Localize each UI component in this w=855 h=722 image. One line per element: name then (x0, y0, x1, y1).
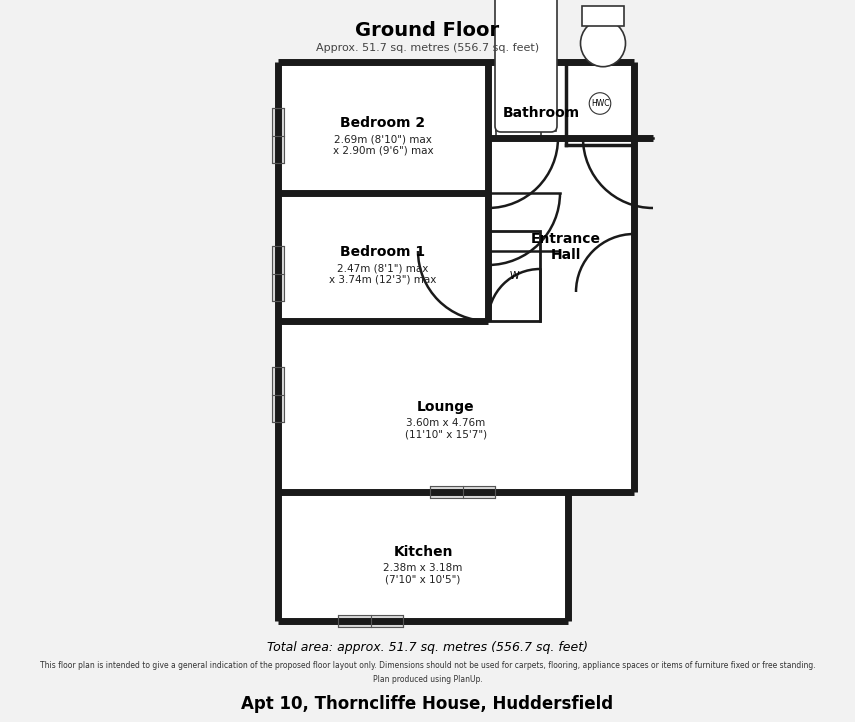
Text: Bedroom 2: Bedroom 2 (340, 116, 426, 130)
Bar (430, 486, 495, 498)
Text: W: W (510, 271, 519, 281)
Bar (582, 6, 624, 26)
Text: Entrance
Hall: Entrance Hall (531, 232, 601, 262)
Bar (630, 242, 638, 302)
Bar (278, 321, 634, 492)
Text: 2.69m (8'10") max
x 2.90m (9'6") max: 2.69m (8'10") max x 2.90m (9'6") max (333, 134, 433, 156)
Bar (278, 492, 568, 621)
Text: Total area: approx. 51.7 sq. metres (556.7 sq. feet): Total area: approx. 51.7 sq. metres (556… (267, 640, 588, 653)
Bar (496, 0, 556, 131)
Bar (338, 615, 403, 627)
Text: Ground Floor: Ground Floor (356, 20, 499, 40)
Text: HWC: HWC (591, 99, 610, 108)
Bar (440, 189, 488, 197)
Bar (496, 99, 541, 137)
Ellipse shape (581, 20, 626, 66)
Text: Kitchen: Kitchen (393, 545, 453, 559)
Text: 2.38m x 3.18m
(7'10" x 10'5"): 2.38m x 3.18m (7'10" x 10'5") (383, 563, 463, 585)
Bar (488, 138, 634, 321)
FancyBboxPatch shape (495, 0, 557, 132)
Text: Approx. 51.7 sq. metres (556.7 sq. feet): Approx. 51.7 sq. metres (556.7 sq. feet) (316, 43, 539, 53)
Text: Apt 10, Thorncliffe House, Huddersfield: Apt 10, Thorncliffe House, Huddersfield (241, 695, 614, 713)
Text: Bathroom: Bathroom (503, 106, 580, 120)
Text: This floor plan is intended to give a general indication of the proposed floor l: This floor plan is intended to give a ge… (39, 661, 816, 669)
Bar (278, 193, 488, 321)
Text: Plan produced using PlanUp.: Plan produced using PlanUp. (373, 674, 482, 684)
Text: 2.47m (8'1") max
x 3.74m (12'3") max: 2.47m (8'1") max x 3.74m (12'3") max (329, 264, 437, 284)
Bar (488, 62, 634, 138)
Bar (272, 108, 284, 163)
Bar (278, 62, 488, 193)
Text: 3.60m x 4.76m
(11'10" x 15'7"): 3.60m x 4.76m (11'10" x 15'7") (405, 418, 487, 440)
Text: Bedroom 1: Bedroom 1 (340, 245, 426, 259)
Bar (440, 317, 488, 325)
Bar (488, 231, 540, 321)
Bar (272, 246, 284, 301)
Text: Lounge: Lounge (417, 400, 475, 414)
Bar (272, 367, 284, 422)
